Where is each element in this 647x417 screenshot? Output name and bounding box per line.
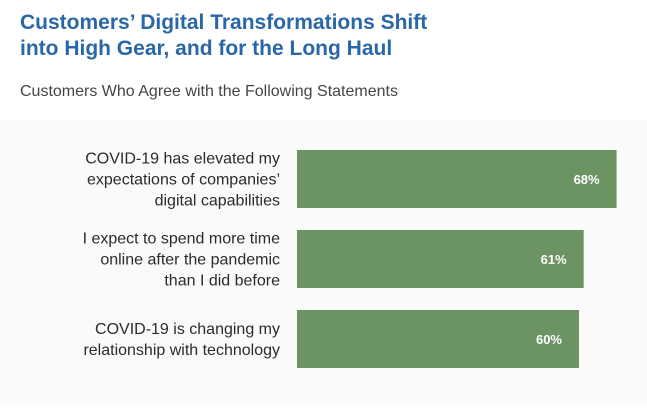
category-label-1: COVID-19 has elevated my expectations of … bbox=[85, 151, 280, 210]
bar-3 bbox=[297, 310, 579, 368]
chart-title-line-2: into High Gear, and for the Long Haul bbox=[20, 37, 393, 60]
bar-value-label-3: 60% bbox=[536, 332, 562, 347]
bar-value-label-1: 68% bbox=[574, 172, 600, 187]
category-label-2: I expect to spend more time online after … bbox=[83, 231, 281, 290]
bar-2 bbox=[297, 230, 584, 288]
category-label-3: COVID-19 is changing my relationship with… bbox=[83, 321, 280, 359]
chart-subtitle: Customers Who Agree with the Following S… bbox=[20, 83, 398, 100]
chart-title: Customers’ Digital Transformations Shift… bbox=[20, 10, 580, 62]
category-label-1-line-3: digital capabilities bbox=[155, 193, 280, 210]
category-label-2-line-1: I expect to spend more time bbox=[83, 231, 281, 248]
category-label-3-line-2: relationship with technology bbox=[83, 342, 280, 359]
category-label-1-line-2: expectations of companies’ bbox=[87, 172, 280, 189]
category-label-2-line-2: online after the pandemic bbox=[100, 252, 280, 269]
bar-chart: 68% COVID-19 has elevated my expectations … bbox=[83, 150, 617, 368]
bar-value-label-2: 61% bbox=[541, 252, 567, 267]
category-label-2-line-3: than I did before bbox=[164, 273, 280, 290]
chart-area: 68% COVID-19 has elevated my expectations … bbox=[0, 120, 647, 405]
category-label-1-line-1: COVID-19 has elevated my bbox=[85, 151, 280, 168]
bar-1 bbox=[297, 150, 617, 208]
chart-title-line-1: Customers’ Digital Transformations Shift bbox=[20, 11, 428, 34]
category-label-3-line-1: COVID-19 is changing my bbox=[95, 321, 280, 338]
